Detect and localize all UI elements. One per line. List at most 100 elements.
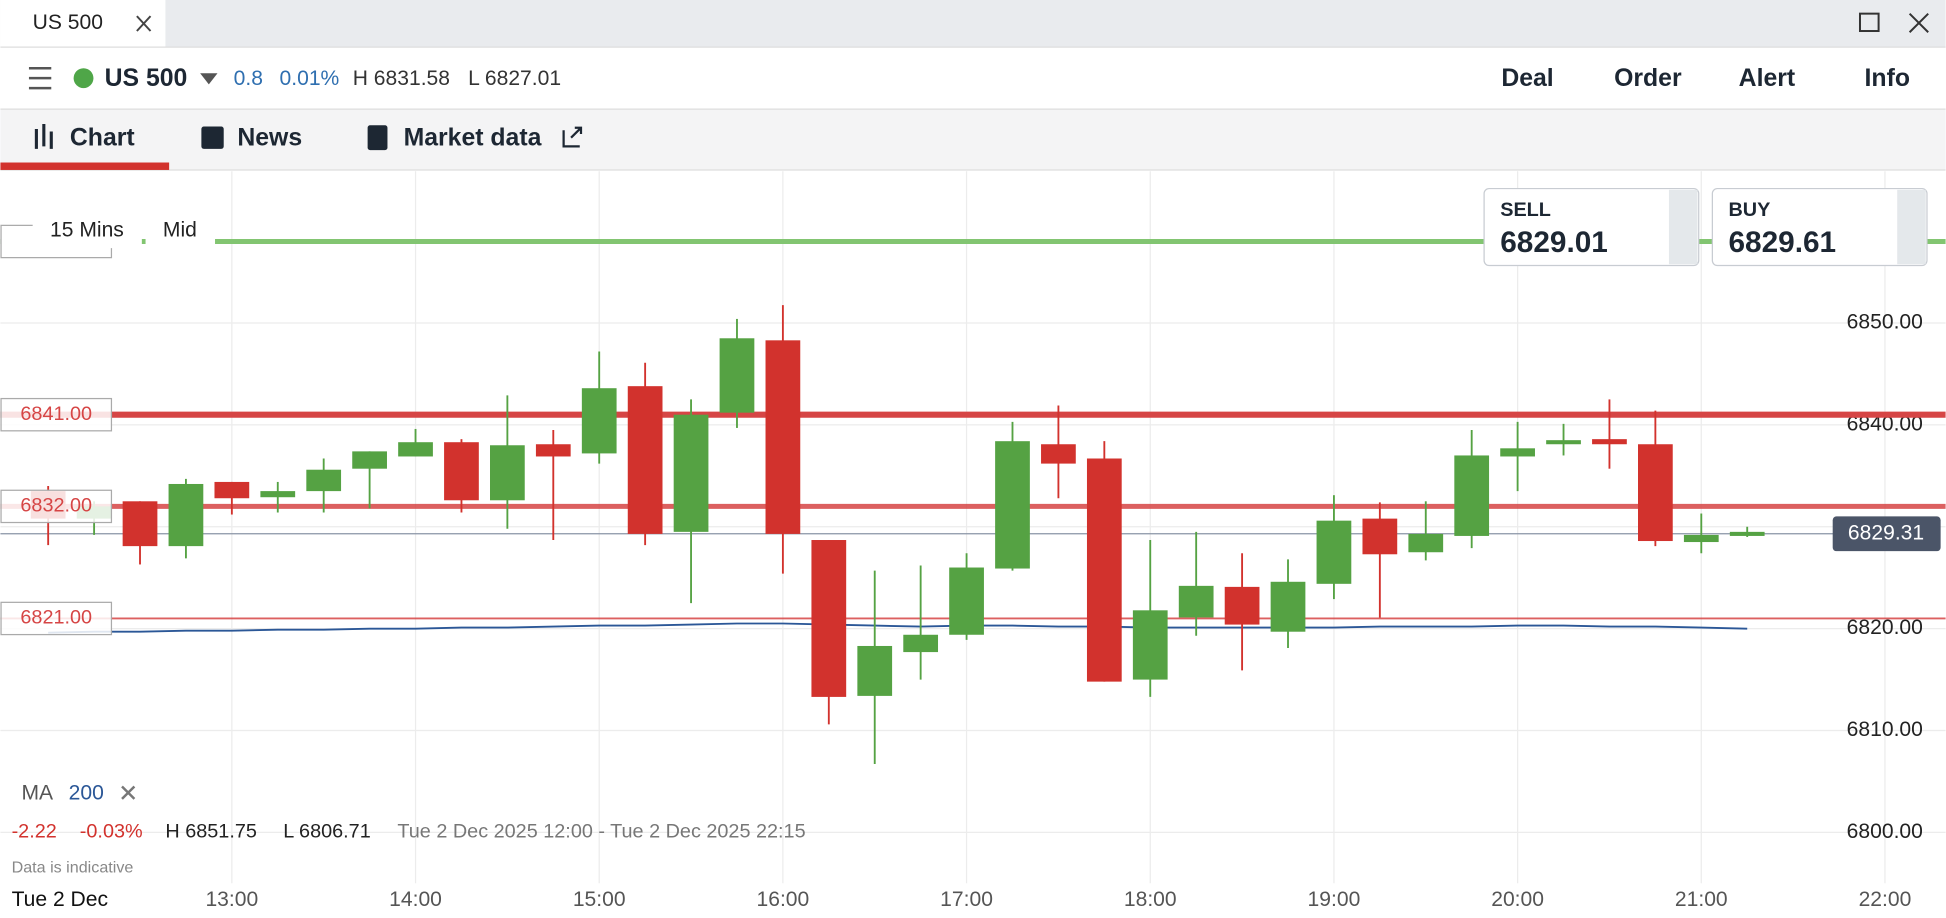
data-icon [367, 125, 388, 151]
candle-body [490, 445, 525, 501]
data-note: Data is indicative [12, 859, 134, 877]
news-icon [201, 126, 224, 149]
x-tick-label: 14:00 [389, 888, 442, 911]
candle-body [627, 386, 663, 534]
candle-body [122, 501, 158, 547]
action-button[interactable]: Deal [1501, 65, 1553, 92]
menu[interactable] [28, 66, 52, 90]
change-pct: 0.01% [280, 67, 340, 90]
candle-body [1638, 444, 1673, 542]
candle-body [995, 441, 1030, 569]
x-tick-label: 15:00 [573, 888, 626, 911]
plot: 13:00 14:00 15:00 16:00 17:00 18:00 19:00 20:00… [0, 171, 1946, 911]
level-label-box [0, 601, 113, 636]
tab[interactable] [0, 0, 166, 48]
candle-body [1178, 585, 1214, 618]
ma-remove[interactable] [121, 785, 136, 800]
candle-body [1041, 444, 1076, 464]
summary-change-pct: -0.03% [80, 821, 143, 843]
x-tick-label: 22:00 [1859, 888, 1912, 911]
summary-change: -2.22 [12, 821, 57, 843]
actions: Deal Order Alert Info [1501, 65, 1910, 92]
x-tick-label: 13:00 [205, 888, 258, 911]
action-button[interactable]: Info [1865, 65, 1910, 92]
summary-low: L 6806.71 [283, 821, 370, 843]
x-tick-label: 21:00 [1675, 888, 1728, 911]
candle-body [214, 481, 250, 499]
ma-name: MA [22, 782, 55, 805]
ma-period: 200 [69, 782, 104, 805]
candle-body [1316, 520, 1352, 584]
tab-bar [0, 0, 1946, 48]
candle-body [1683, 534, 1719, 543]
candle-body [535, 444, 571, 457]
y-tick-label: 6840.00 [1847, 412, 1923, 435]
status-dot [73, 68, 94, 89]
candle-body [1546, 440, 1581, 445]
high: H 6831.58 [353, 67, 450, 90]
buy-strip [1897, 189, 1926, 265]
candle-body [1270, 581, 1306, 632]
y-tick-label: 6810.00 [1847, 718, 1923, 741]
candle-body [1362, 518, 1398, 555]
candle-body [352, 451, 387, 469]
tab-title: US 500 [33, 11, 103, 34]
sell-box[interactable] [1483, 187, 1700, 267]
x-tick-label: 16:00 [757, 888, 810, 911]
close-tab[interactable] [136, 15, 152, 32]
change: 0.8 [234, 67, 263, 90]
candle-body [811, 540, 847, 697]
external-icon [562, 126, 583, 148]
candle-body [673, 414, 709, 532]
action-button[interactable]: Alert [1739, 65, 1796, 92]
candle-body [1592, 439, 1627, 445]
interval[interactable]: 15 Mins [50, 218, 124, 241]
moving-average [48, 622, 1748, 634]
candle-body [581, 388, 617, 454]
candle-body [765, 340, 801, 534]
maximize[interactable] [1858, 12, 1880, 33]
close-window[interactable] [1908, 12, 1929, 33]
current-price-box [1832, 516, 1941, 552]
low: L 6827.01 [468, 67, 561, 90]
candle-body [1132, 610, 1168, 680]
buy-label[interactable]: BUY [1728, 199, 1770, 221]
interval-box[interactable] [32, 213, 142, 249]
candle-body [903, 634, 939, 653]
active-tab-indicator [0, 162, 170, 170]
action-button[interactable]: Order [1614, 65, 1682, 92]
instrument[interactable]: US 500 [105, 65, 188, 92]
candle-body [398, 442, 433, 457]
y-tick-label: 6800.00 [1847, 820, 1923, 843]
x-tick-label: 19:00 [1308, 888, 1361, 911]
sell-label[interactable]: SELL [1500, 199, 1551, 221]
candle-body [719, 338, 755, 413]
candle-body [1454, 455, 1490, 536]
candle-body [306, 469, 342, 492]
summary-range: Tue 2 Dec 2025 12:00 - Tue 2 Dec 2025 22… [397, 821, 805, 843]
chart-icon [34, 124, 53, 149]
tab-market-data[interactable]: Market data [404, 124, 542, 151]
buy-price[interactable]: 6829.61 [1728, 226, 1836, 259]
y-tick-label: 6820.00 [1847, 616, 1923, 639]
tabs-bar [0, 109, 1946, 170]
candle-body [1224, 586, 1260, 625]
y-tick-label: 6850.00 [1847, 311, 1923, 334]
candle-body [1500, 448, 1535, 457]
buy-box[interactable] [1711, 187, 1928, 267]
date-label: Tue 2 Dec [12, 888, 108, 911]
sell-price[interactable]: 6829.01 [1500, 226, 1608, 259]
price-type[interactable]: Mid [163, 218, 197, 241]
summary-high: H 6851.75 [165, 821, 257, 843]
sell-strip [1668, 189, 1698, 265]
dropdown[interactable] [200, 73, 218, 85]
level-label-box [0, 397, 113, 432]
price-type-box[interactable] [145, 213, 216, 249]
level-label: 6821.00 [20, 607, 92, 629]
candle-body [260, 491, 296, 498]
current-price-label: 6829.31 [1848, 521, 1924, 544]
tab-chart[interactable]: Chart [70, 124, 135, 151]
candle-body [168, 483, 204, 547]
tab-news[interactable]: News [237, 124, 302, 151]
